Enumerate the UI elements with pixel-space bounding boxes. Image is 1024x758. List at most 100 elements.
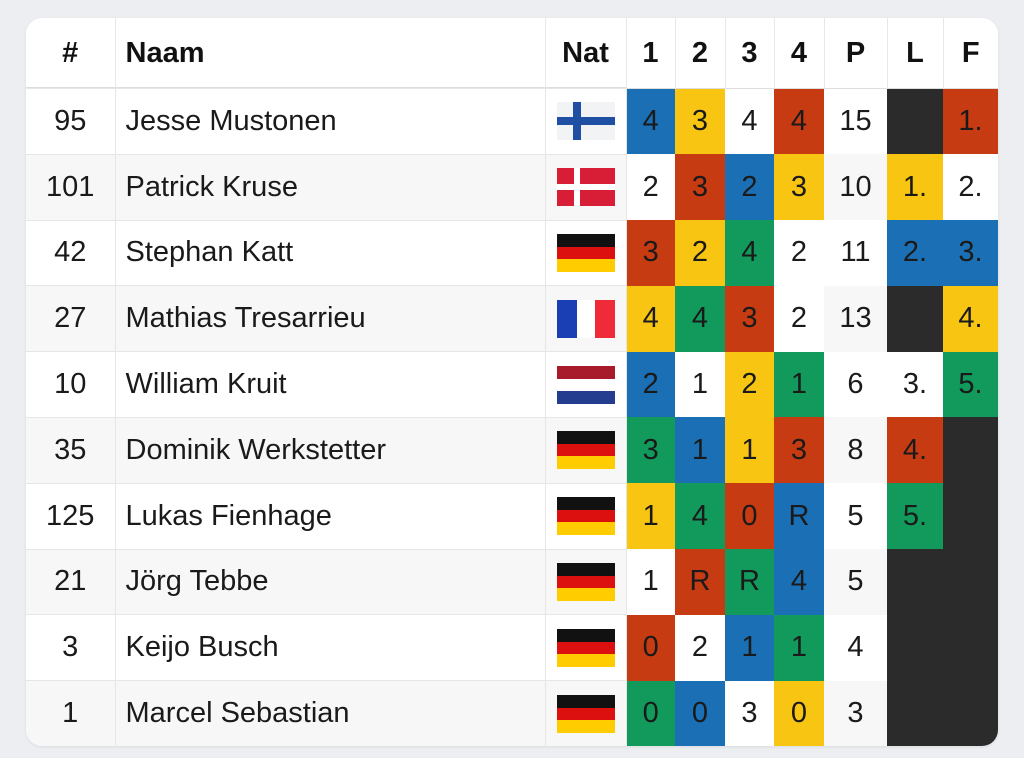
- rider-name: Patrick Kruse: [115, 153, 546, 221]
- rider-number: 1: [26, 680, 116, 746]
- heat-1-result: 2: [626, 154, 675, 221]
- nationality-cell: [545, 548, 627, 615]
- rider-number: 21: [26, 548, 116, 615]
- f-position: [943, 417, 998, 484]
- col-header-heat-1[interactable]: 1: [626, 18, 676, 89]
- heat-3-result: 1: [725, 417, 774, 484]
- heat-3-result: 3: [725, 285, 774, 352]
- de-flag-icon: [556, 694, 615, 733]
- table-row[interactable]: 125 Lukas Fienhage 1 4 0 R 5 5.: [26, 482, 998, 550]
- standings-card: # Naam Nat 1 2 3 4 P L F 95 Jesse Mustone…: [26, 18, 998, 746]
- col-header-name[interactable]: Naam: [115, 18, 546, 89]
- heat-3-result: 1: [725, 614, 774, 681]
- f-position: 5.: [943, 351, 998, 418]
- rider-number: 125: [26, 482, 116, 550]
- table-row[interactable]: 42 Stephan Katt 3 2 4 2 11 2. 3.: [26, 219, 998, 286]
- de-flag-icon: [556, 562, 615, 601]
- heat-4-result: 0: [774, 680, 824, 746]
- heat-1-result: 3: [626, 417, 675, 484]
- standings-body: 95 Jesse Mustonen 4 3 4 4 15 1. 101 Patrick Kruse…: [26, 88, 998, 746]
- de-flag-icon: [556, 497, 615, 536]
- col-header-heat-3[interactable]: 3: [725, 18, 775, 89]
- rider-number: 27: [26, 285, 116, 352]
- heat-3-result: 3: [725, 680, 774, 746]
- l-position: [887, 680, 943, 746]
- points-total: 11: [840, 236, 871, 269]
- rider-name: William Kruit: [115, 351, 546, 418]
- rider-number: 35: [26, 416, 116, 484]
- heat-4-result: 4: [774, 549, 824, 615]
- heat-1-result: 1: [626, 483, 675, 550]
- table-row[interactable]: 21 Jörg Tebbe 1 R R 4 5: [26, 548, 998, 615]
- heat-4-result: R: [774, 483, 824, 550]
- points-total: 15: [839, 104, 872, 137]
- heat-1-result: 4: [626, 88, 675, 155]
- heat-2-result: 1: [675, 417, 725, 484]
- table-row[interactable]: 101 Patrick Kruse 2 3 2 3 10 1. 2.: [26, 153, 998, 221]
- heat-4-result: 1: [774, 614, 824, 681]
- nationality-cell: [545, 614, 627, 681]
- table-row[interactable]: 10 William Kruit 2 1 2 1 6 3. 5.: [26, 351, 998, 418]
- heat-3-result: 2: [725, 154, 774, 221]
- l-position: [887, 614, 943, 681]
- heat-2-result: 3: [675, 154, 725, 221]
- l-position: [887, 549, 943, 615]
- col-header-heat-4[interactable]: 4: [774, 18, 825, 89]
- heat-4-result: 4: [774, 88, 824, 155]
- nl-flag-icon: [556, 365, 615, 404]
- table-row[interactable]: 35 Dominik Werkstetter 3 1 1 3 8 4.: [26, 416, 998, 484]
- heat-1-result: 0: [626, 680, 675, 746]
- rider-name: Stephan Katt: [115, 219, 546, 286]
- heat-2-result: 2: [675, 220, 725, 286]
- fi-flag-icon: [556, 102, 615, 141]
- rider-number: 10: [26, 351, 116, 418]
- heat-2-result: 3: [675, 88, 725, 155]
- f-position: [943, 483, 998, 550]
- points-total: 5: [847, 499, 864, 532]
- table-row[interactable]: 27 Mathias Tresarrieu 4 4 3 2 13 4.: [26, 285, 998, 352]
- col-header-f[interactable]: F: [943, 18, 998, 89]
- f-position: 3.: [943, 220, 998, 286]
- f-position: 2.: [943, 154, 998, 221]
- heat-2-result: 0: [675, 680, 725, 746]
- f-position: [943, 549, 998, 615]
- de-flag-icon: [556, 233, 615, 272]
- col-header-heat-2[interactable]: 2: [675, 18, 726, 89]
- heat-2-result: R: [675, 549, 725, 615]
- heat-4-result: 3: [774, 417, 824, 484]
- table-row[interactable]: 95 Jesse Mustonen 4 3 4 4 15 1.: [26, 88, 998, 155]
- heat-4-result: 2: [774, 220, 824, 286]
- f-position: 1.: [943, 88, 998, 155]
- l-position: 2.: [887, 220, 943, 286]
- heat-4-result: 1: [774, 351, 824, 418]
- nationality-cell: [545, 153, 627, 221]
- heat-1-result: 0: [626, 614, 675, 681]
- standings-table: # Naam Nat 1 2 3 4 P L F 95 Jesse Mustone…: [26, 18, 998, 746]
- heat-2-result: 4: [675, 285, 725, 352]
- l-position: [887, 88, 943, 155]
- rider-number: 95: [26, 88, 116, 155]
- heat-1-result: 4: [626, 285, 675, 352]
- dk-flag-icon: [556, 168, 615, 207]
- table-row[interactable]: 1 Marcel Sebastian 0 0 3 0 3: [26, 680, 998, 746]
- col-header-number[interactable]: #: [26, 18, 116, 89]
- l-position: 4.: [887, 417, 943, 484]
- heat-2-result: 4: [675, 483, 725, 550]
- heat-3-result: R: [725, 549, 774, 615]
- heat-4-result: 3: [774, 154, 824, 221]
- col-header-points[interactable]: P: [824, 18, 888, 89]
- col-header-l[interactable]: L: [887, 18, 944, 89]
- rider-name: Jörg Tebbe: [115, 548, 546, 615]
- f-position: [943, 614, 998, 681]
- points-total: 13: [824, 285, 887, 352]
- rider-name: Jesse Mustonen: [115, 88, 546, 155]
- nationality-cell: [545, 219, 627, 286]
- rider-name: Marcel Sebastian: [115, 680, 546, 746]
- col-header-nationality[interactable]: Nat: [545, 18, 627, 89]
- l-position: 5.: [887, 483, 943, 550]
- heat-2-result: 2: [675, 614, 725, 681]
- heat-3-result: 2: [725, 351, 774, 418]
- table-row[interactable]: 3 Keijo Busch 0 2 1 1 4: [26, 614, 998, 681]
- heat-2-result: 1: [675, 351, 725, 418]
- points-total: 3: [824, 680, 887, 746]
